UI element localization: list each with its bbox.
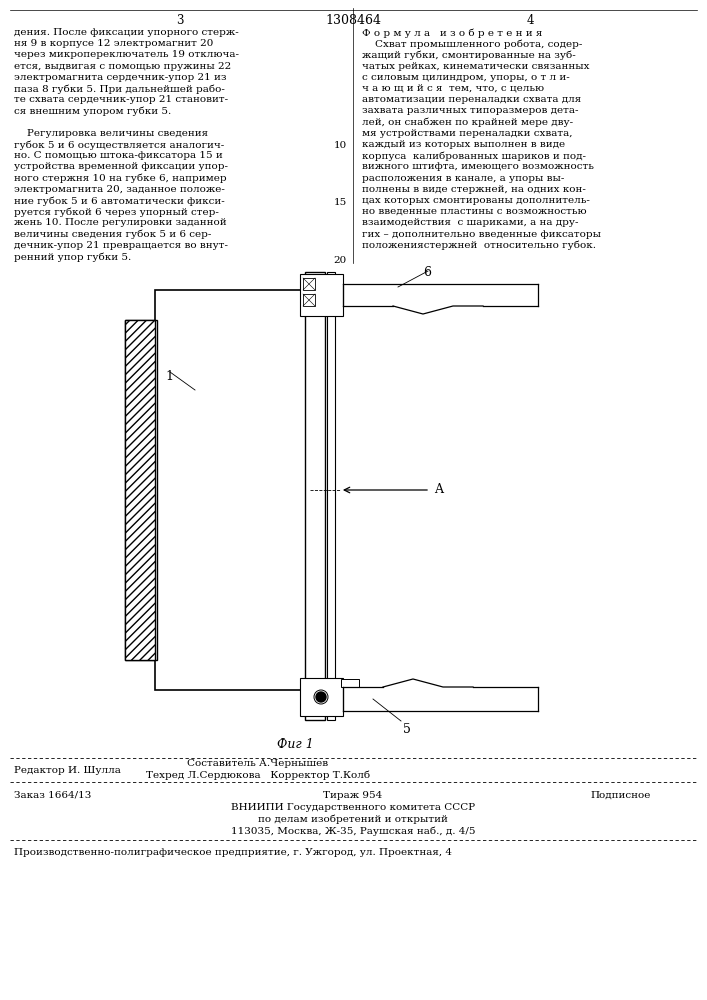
Text: чатых рейках, кинематически связанных: чатых рейках, кинематически связанных [362,62,590,71]
Text: полнены в виде стержней, на одних кон-: полнены в виде стержней, на одних кон- [362,185,586,194]
Text: взаимодействия  с шариками, а на дру-: взаимодействия с шариками, а на дру- [362,218,578,227]
Text: Заказ 1664/13: Заказ 1664/13 [14,791,91,800]
Text: жащий губки, смонтированные на зуб-: жащий губки, смонтированные на зуб- [362,50,575,60]
Text: жень 10. После регулировки заданной: жень 10. После регулировки заданной [14,218,227,227]
Text: Ф о р м у л а   и з о б р е т е н и я: Ф о р м у л а и з о б р е т е н и я [362,28,542,37]
Text: величины сведения губок 5 и 6 сер-: величины сведения губок 5 и 6 сер- [14,230,211,239]
Text: гих – дополнительно введенные фиксаторы: гих – дополнительно введенные фиксаторы [362,230,601,239]
Text: те схвата сердечник-упор 21 становит-: те схвата сердечник-упор 21 становит- [14,95,228,104]
Text: Схват промышленного робота, содер-: Схват промышленного робота, содер- [362,39,583,49]
Text: лей, он снабжен по крайней мере дву-: лей, он снабжен по крайней мере дву- [362,118,573,127]
Text: 10: 10 [334,141,346,150]
Text: Составитель А.Чернышев: Составитель А.Чернышев [187,759,329,768]
Bar [300,274,343,316]
Text: ется, выдвигая с помощью пружины 22: ется, выдвигая с помощью пружины 22 [14,62,231,71]
Text: устройства временной фиксации упор-: устройства временной фиксации упор- [14,162,228,171]
Text: цах которых смонтированы дополнитель-: цах которых смонтированы дополнитель- [362,196,590,205]
Bar [125,320,155,660]
Text: мя устройствами переналадки схвата,: мя устройствами переналадки схвата, [362,129,573,138]
Text: по делам изобретений и открытий: по делам изобретений и открытий [258,815,448,824]
Text: 20: 20 [334,256,346,265]
Text: ние губок 5 и 6 автоматически фикси-: ние губок 5 и 6 автоматически фикси- [14,196,225,206]
Text: 3: 3 [176,14,184,27]
Text: 1: 1 [165,370,173,383]
Text: захвата различных типоразмеров дета-: захвата различных типоразмеров дета- [362,106,578,115]
Text: руется губкой 6 через упорный стер-: руется губкой 6 через упорный стер- [14,207,219,217]
Text: 113035, Москва, Ж-35, Раушская наб., д. 4/5: 113035, Москва, Ж-35, Раушская наб., д. … [230,827,475,836]
Text: корпуса  калиброванных шариков и под-: корпуса калиброванных шариков и под- [362,151,586,161]
Text: Регулировка величины сведения: Регулировка величины сведения [14,129,208,138]
Bar [327,272,335,720]
Text: автоматизации переналадки схвата для: автоматизации переналадки схвата для [362,95,581,104]
Bar [155,290,310,690]
Bar [341,679,359,687]
Bar [305,272,325,720]
Text: электромагнита сердечник-упор 21 из: электромагнита сердечник-упор 21 из [14,73,226,82]
Text: 4: 4 [526,14,534,27]
Text: каждый из которых выполнен в виде: каждый из которых выполнен в виде [362,140,565,149]
Text: дения. После фиксации упорного стерж-: дения. После фиксации упорного стерж- [14,28,239,37]
Text: ня 9 в корпусе 12 электромагнит 20: ня 9 в корпусе 12 электромагнит 20 [14,39,214,48]
Bar [300,678,343,716]
Text: но введенные пластины с возможностью: но введенные пластины с возможностью [362,207,587,216]
Text: положениястержней  относительно губок.: положениястержней относительно губок. [362,241,596,250]
Bar [125,320,157,660]
Text: Производственно-полиграфическое предприятие, г. Ужгород, ул. Проектная, 4: Производственно-полиграфическое предприя… [14,848,452,857]
Text: A: A [434,483,443,496]
Text: Техред Л.Сердюкова   Корректор Т.Колб: Техред Л.Сердюкова Корректор Т.Колб [146,771,370,780]
Text: ВНИИПИ Государственного комитета СССР: ВНИИПИ Государственного комитета СССР [231,803,475,812]
Circle shape [316,692,326,702]
Text: Фиг 1: Фиг 1 [276,738,313,751]
Text: 1308464: 1308464 [325,14,381,27]
Text: но. С помощью штока-фиксатора 15 и: но. С помощью штока-фиксатора 15 и [14,151,223,160]
Text: 15: 15 [334,198,346,207]
Text: дечник-упор 21 превращается во внут-: дечник-упор 21 превращается во внут- [14,241,228,250]
Bar [303,278,315,290]
Text: вижного штифта, имеющего возможность: вижного штифта, имеющего возможность [362,162,594,171]
Text: расположения в канале, а упоры вы-: расположения в канале, а упоры вы- [362,174,564,183]
Text: ренний упор губки 5.: ренний упор губки 5. [14,252,132,261]
Text: губок 5 и 6 осуществляется аналогич-: губок 5 и 6 осуществляется аналогич- [14,140,224,149]
Text: с силовым цилиндром, упоры, о т л и-: с силовым цилиндром, упоры, о т л и- [362,73,570,82]
Bar [303,294,315,306]
Text: Тираж 954: Тираж 954 [323,791,382,800]
Text: электромагнита 20, заданное положе-: электромагнита 20, заданное положе- [14,185,225,194]
Text: ного стержня 10 на губке 6, например: ного стержня 10 на губке 6, например [14,174,227,183]
Text: через микропереключатель 19 отключа-: через микропереключатель 19 отключа- [14,50,239,59]
Text: 6: 6 [423,266,431,279]
Text: Редактор И. Шулла: Редактор И. Шулла [14,766,121,775]
Text: Подписное: Подписное [590,791,650,800]
Text: 5: 5 [403,723,411,736]
Text: паза 8 губки 5. При дальнейшей рабо-: паза 8 губки 5. При дальнейшей рабо- [14,84,225,94]
Text: ся внешним упором губки 5.: ся внешним упором губки 5. [14,106,171,116]
Text: ч а ю щ и й с я  тем, что, с целью: ч а ю щ и й с я тем, что, с целью [362,84,544,93]
